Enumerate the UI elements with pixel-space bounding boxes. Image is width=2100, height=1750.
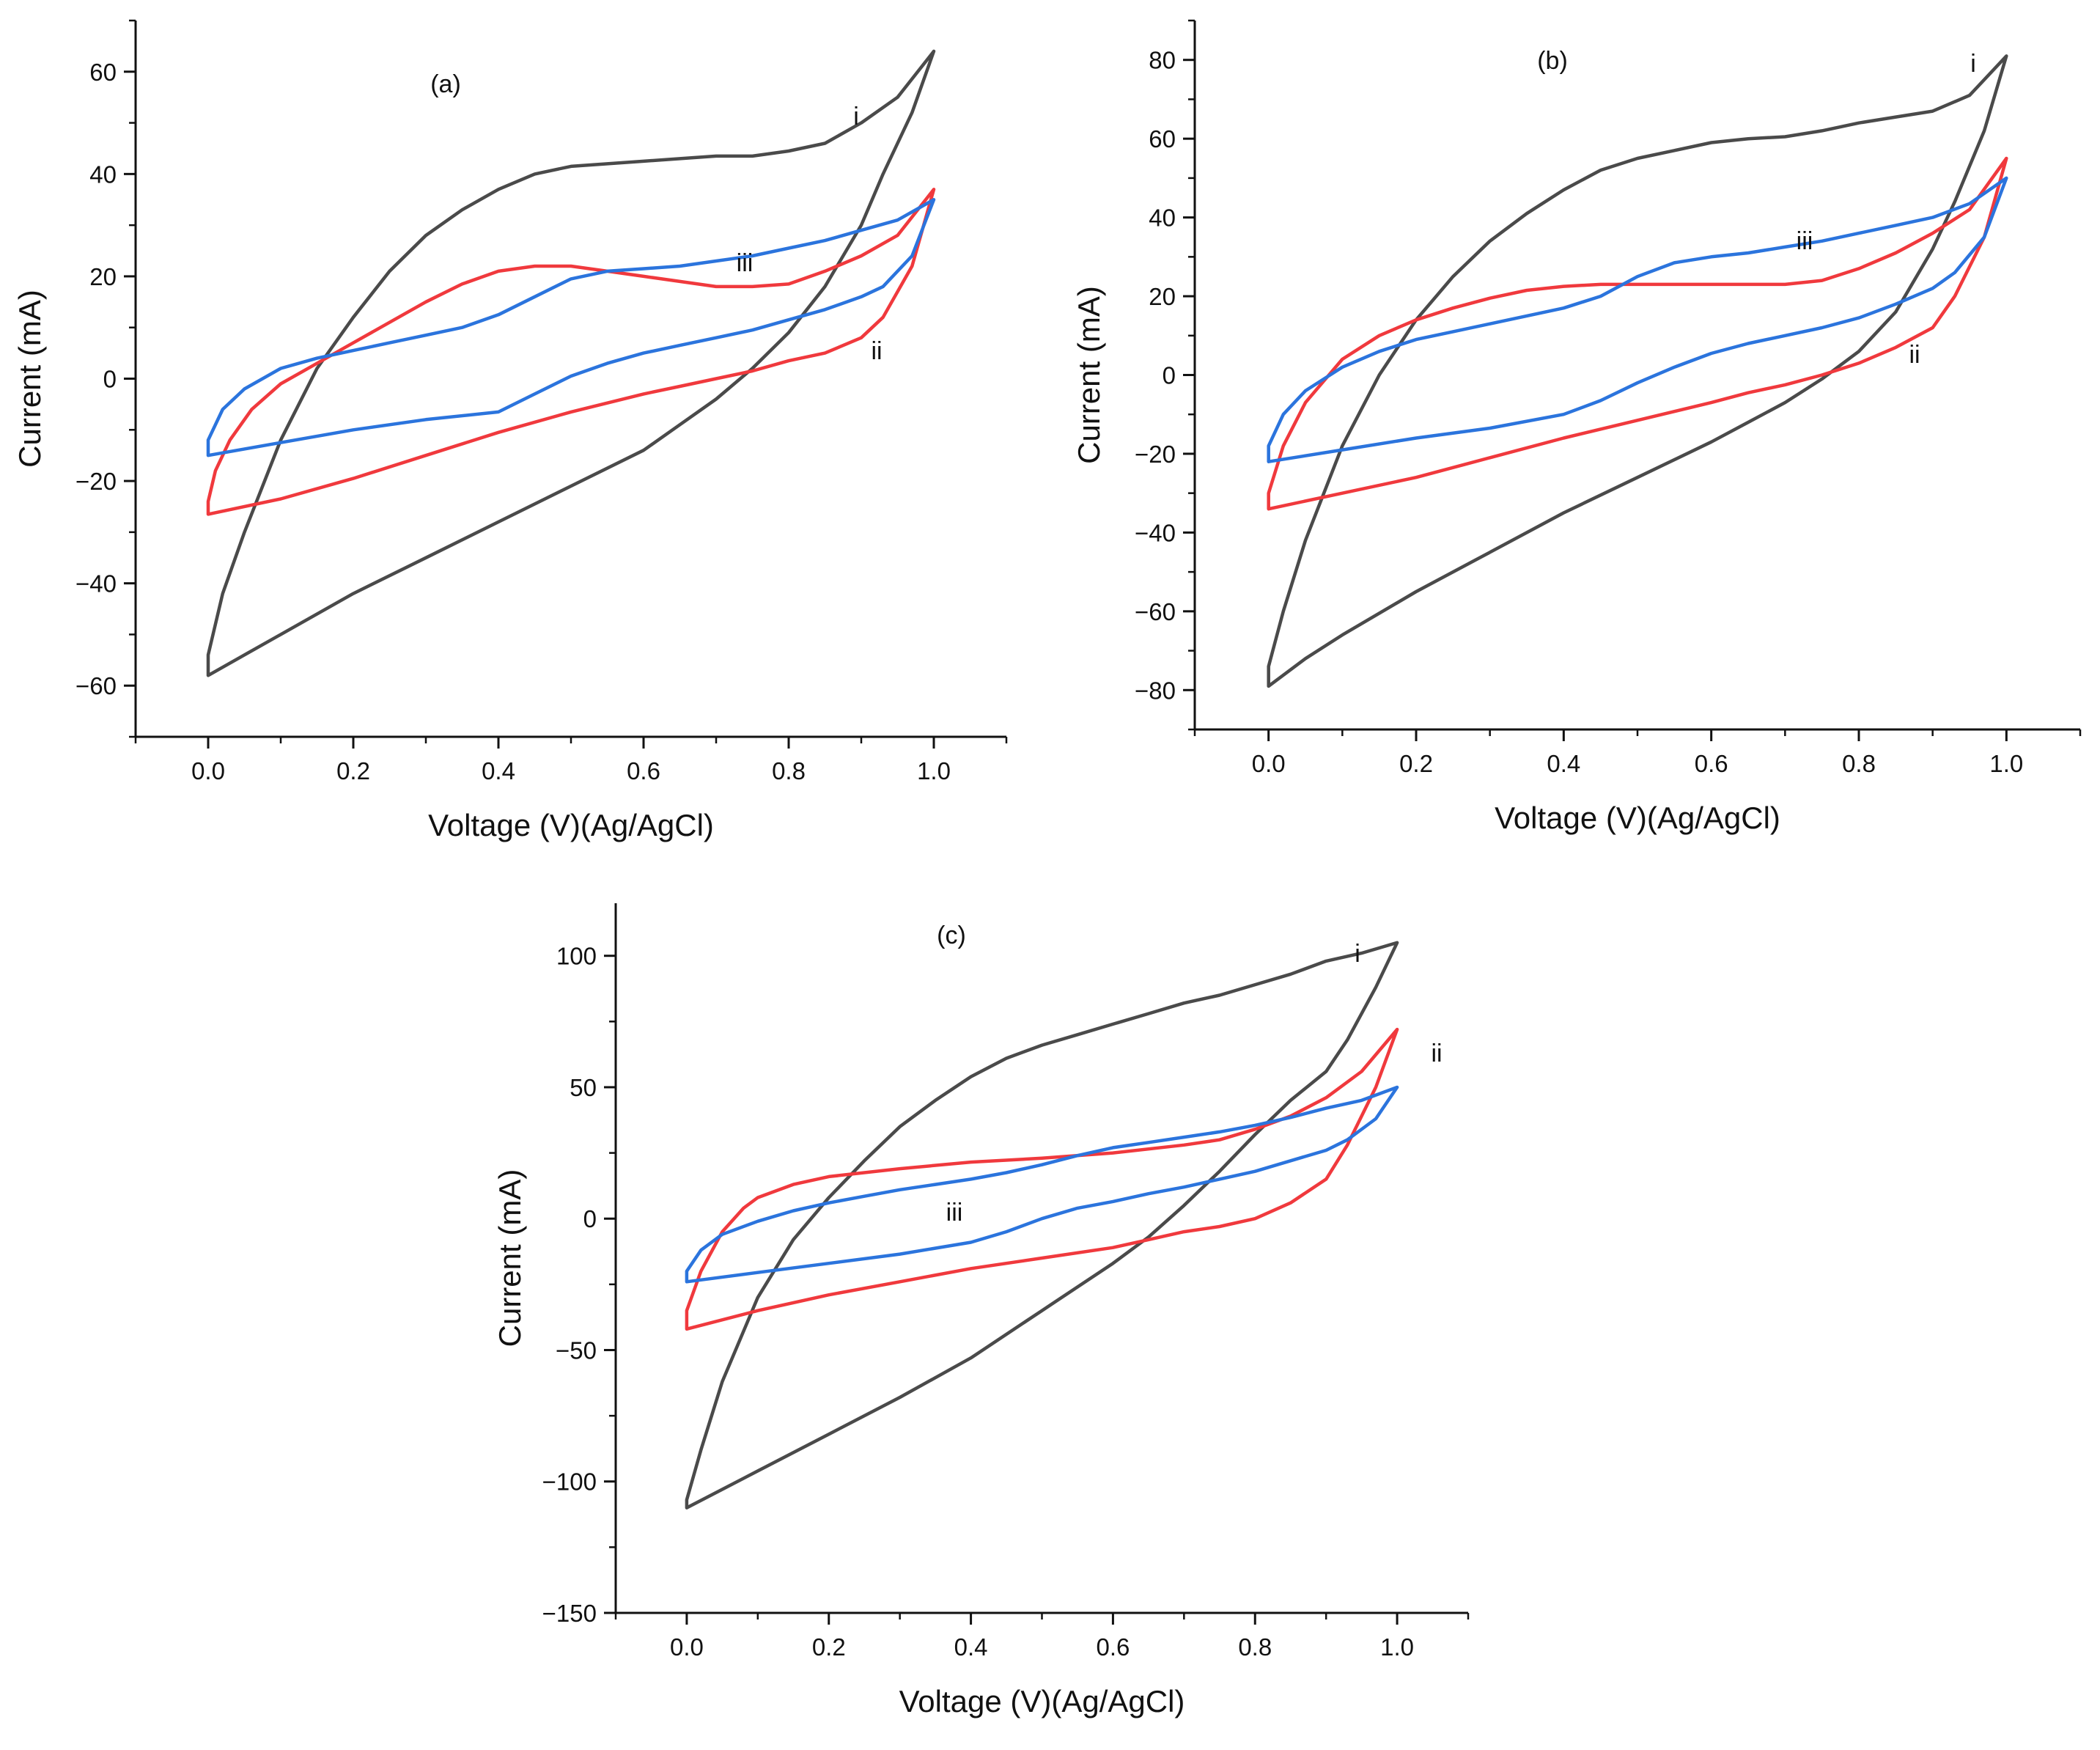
x-tick-label: 0.8 — [1842, 750, 1876, 777]
x-tick-label: 0.8 — [1238, 1633, 1272, 1661]
y-tick-label: 50 — [570, 1074, 597, 1101]
curve-label-ii: ii — [1431, 1040, 1442, 1067]
y-tick-label: 0 — [1163, 362, 1176, 389]
x-tick-label: 0.4 — [954, 1633, 988, 1661]
x-tick-label: 0.6 — [1695, 750, 1728, 777]
x-axis-title: Voltage (V)(Ag/AgCl) — [1495, 801, 1780, 835]
y-tick-label: 20 — [1149, 283, 1176, 310]
panel-title: (b) — [1537, 47, 1568, 75]
y-tick-label: 80 — [1149, 47, 1176, 74]
series-i-line — [206, 49, 936, 677]
x-axis-title: Voltage (V)(Ag/AgCl) — [428, 808, 714, 842]
y-tick-label: −20 — [1135, 441, 1176, 468]
series-iii-line — [206, 198, 936, 457]
y-tick-label: 0 — [583, 1205, 597, 1232]
panel-title: (a) — [430, 70, 461, 98]
x-tick-label: 0.2 — [812, 1633, 846, 1661]
curve-label-i: i — [853, 103, 859, 130]
series-i-line — [1267, 54, 2008, 688]
y-tick-label: −20 — [75, 468, 117, 495]
series-ii-line — [1267, 156, 2008, 511]
x-tick-label: 0.4 — [1547, 750, 1580, 777]
x-tick-label: 0.2 — [336, 757, 370, 784]
panel-c: 0.0 0.2 0.4 0.6 0.8 1.0 −150 −100 −50 0 50 100 Volta… — [493, 903, 1470, 1718]
y-tick-label: 60 — [1149, 125, 1176, 152]
y-tick-label: 20 — [89, 263, 117, 290]
x-tick-label: 0.6 — [627, 757, 660, 784]
curve-label-iii: iii — [946, 1199, 963, 1227]
y-tick-label: −80 — [1135, 677, 1176, 704]
curve-label-iii: iii — [1797, 227, 1813, 255]
curve-label-ii: ii — [871, 337, 882, 365]
x-tick-label: 0.2 — [1399, 750, 1433, 777]
y-tick-label: −60 — [1135, 598, 1176, 625]
curve-label-i: i — [1355, 940, 1360, 968]
y-tick-label: 40 — [1149, 205, 1176, 232]
x-tick-label: 1.0 — [1380, 1633, 1414, 1661]
y-axis-title: Current (mA) — [12, 290, 47, 468]
y-tick-label: −60 — [75, 672, 117, 699]
series-iii-line — [685, 1085, 1399, 1284]
y-tick-label: −100 — [542, 1468, 597, 1496]
y-tick-label: 60 — [89, 59, 117, 86]
panel-title: (c) — [937, 922, 966, 949]
panel-b: 0.0 0.2 0.4 0.6 0.8 1.0 −80 −60 −40 −20 0 20 40 60 80 V… — [1072, 19, 2082, 835]
curve-label-iii: iii — [737, 249, 754, 277]
y-tick-label: 0 — [103, 366, 117, 393]
y-tick-label: −40 — [75, 570, 117, 598]
x-tick-label: 0.4 — [482, 757, 515, 784]
curve-label-ii: ii — [1909, 341, 1920, 369]
y-tick-label: −50 — [556, 1337, 597, 1364]
y-axis-title: Current (mA) — [1072, 286, 1106, 464]
x-axis-title: Voltage (V)(Ag/AgCl) — [899, 1684, 1185, 1718]
curve-label-i: i — [1970, 50, 1976, 78]
x-tick-label: 0.8 — [772, 757, 806, 784]
x-tick-label: 1.0 — [1989, 750, 2023, 777]
series-i-line — [685, 941, 1399, 1510]
x-tick-label: 0.6 — [1096, 1633, 1130, 1661]
y-tick-label: −40 — [1135, 519, 1176, 546]
y-axis-title: Current (mA) — [493, 1169, 527, 1348]
series-ii-line — [206, 188, 936, 516]
series-iii-line — [1267, 176, 2008, 463]
x-tick-label: 0.0 — [1252, 750, 1286, 777]
y-tick-label: −150 — [542, 1600, 597, 1627]
x-tick-label: 0.0 — [670, 1633, 704, 1661]
series-ii-line — [685, 1027, 1399, 1331]
panel-a: 0.0 0.2 0.4 0.6 0.8 1.0 −60 −40 −20 0 20 40 60 Voltag… — [12, 19, 1008, 842]
x-tick-label: 1.0 — [917, 757, 951, 784]
y-tick-label: 100 — [556, 943, 597, 970]
x-tick-label: 0.0 — [191, 757, 225, 784]
y-tick-label: 40 — [89, 161, 117, 188]
